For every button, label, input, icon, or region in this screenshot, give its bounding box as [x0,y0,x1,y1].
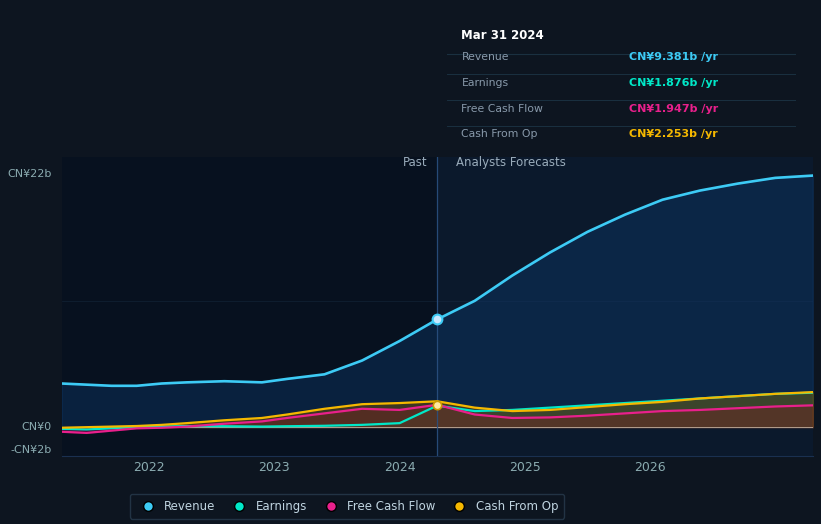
Text: Past: Past [402,156,427,169]
Text: Cash From Op: Cash From Op [461,129,538,139]
Text: Earnings: Earnings [461,78,508,88]
Bar [437,157,813,456]
Text: CN¥2.253b /yr: CN¥2.253b /yr [629,129,718,139]
Bar [62,157,438,456]
Text: -CN¥2b: -CN¥2b [11,445,52,455]
Legend: Revenue, Earnings, Free Cash Flow, Cash From Op: Revenue, Earnings, Free Cash Flow, Cash … [130,494,564,519]
Text: Revenue: Revenue [461,52,509,62]
Text: CN¥1.876b /yr: CN¥1.876b /yr [629,78,718,88]
Text: CN¥22b: CN¥22b [7,169,52,179]
Text: CN¥1.947b /yr: CN¥1.947b /yr [629,104,718,114]
Text: Free Cash Flow: Free Cash Flow [461,104,544,114]
Text: Mar 31 2024: Mar 31 2024 [461,29,544,42]
Text: CN¥0: CN¥0 [21,422,52,432]
Text: Analysts Forecasts: Analysts Forecasts [456,156,566,169]
Text: CN¥9.381b /yr: CN¥9.381b /yr [629,52,718,62]
